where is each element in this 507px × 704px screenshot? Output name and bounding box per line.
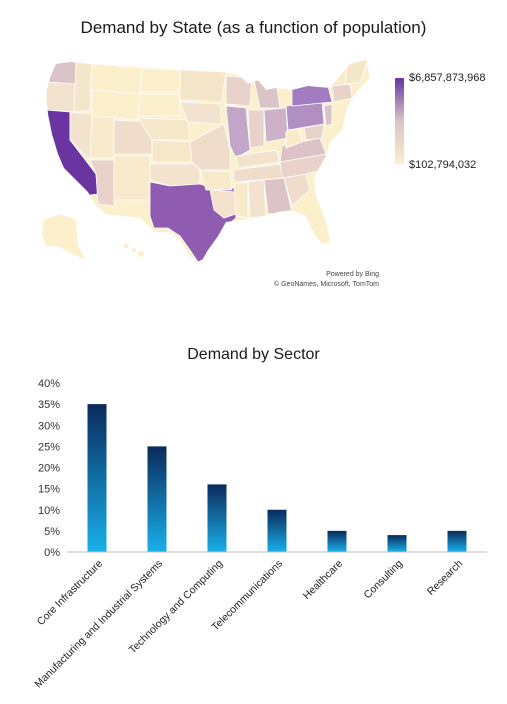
state-ne [137, 117, 191, 141]
state-vt-nh [331, 61, 347, 87]
bar-consulting [387, 535, 407, 552]
state-ny [291, 77, 333, 107]
bar-telecommunications [267, 509, 287, 552]
map-credit-bing: Powered by Bing [326, 271, 379, 278]
bars-group [87, 404, 467, 552]
map-credit-sources: © GeoNames, Microsoft, TomTom [274, 281, 379, 288]
state-mn [179, 69, 227, 103]
x-category-label: Manufacturing and Industrial Systems [32, 558, 165, 691]
bar-research [447, 530, 467, 552]
state-wi [225, 75, 253, 107]
state-ar [199, 169, 233, 191]
state-al [247, 179, 267, 219]
state-sd [137, 93, 181, 117]
state-hi [123, 243, 129, 249]
state-nj [323, 103, 333, 127]
x-category-label: Consulting [362, 558, 406, 602]
state-md [303, 123, 325, 141]
state-ms [233, 181, 249, 219]
x-category-label: Core Infrastructure [35, 558, 105, 628]
bar-healthcare [327, 530, 347, 552]
y-tick-label: 30% [38, 420, 60, 432]
x-category-label: Research [425, 558, 465, 598]
bar-chart-title: Demand by Sector [187, 346, 320, 363]
state-ut [89, 113, 115, 159]
y-tick-label: 20% [38, 463, 60, 475]
bar-core-infrastructure [87, 404, 107, 552]
state-or [46, 81, 77, 113]
state-il [225, 105, 251, 159]
y-tick-label: 15% [38, 484, 60, 496]
y-tick-label: 10% [38, 505, 60, 517]
legend-max-label: $6,857,873,968 [409, 72, 486, 84]
state-ks [151, 139, 193, 163]
legend-min-label: $102,794,032 [409, 159, 477, 171]
y-tick-label: 0% [44, 547, 60, 559]
state-id [73, 61, 93, 113]
bar-technology-and-computing [207, 484, 227, 552]
map-legend-gradient [395, 78, 404, 164]
state-in [247, 109, 265, 149]
state-nd [139, 67, 181, 93]
state-mt [89, 63, 143, 95]
state-ak [42, 214, 86, 260]
us-state-map [42, 60, 370, 264]
state-wa [46, 60, 79, 85]
sector-bar-chart: 0% 5% 10% 15% 20% 25% 30% 35% 40% Core Infrastru… [32, 378, 487, 691]
y-axis: 0% 5% 10% 15% 20% 25% 30% 35% 40% [38, 378, 60, 559]
state-oh [263, 107, 289, 143]
y-tick-label: 35% [38, 399, 60, 411]
state-wy [91, 89, 141, 121]
y-tick-label: 5% [44, 526, 60, 538]
state-mo [189, 123, 231, 171]
state-ia [179, 101, 223, 125]
bar-manufacturing-and-industrial-systems [147, 446, 167, 552]
state-az [89, 159, 115, 207]
x-category-label: Healthcare [301, 558, 346, 603]
y-tick-label: 40% [38, 378, 60, 390]
y-tick-label: 25% [38, 441, 60, 453]
map-title: Demand by State (as a function of popula… [80, 18, 427, 37]
state-nm [113, 155, 151, 201]
state-la [209, 189, 237, 219]
